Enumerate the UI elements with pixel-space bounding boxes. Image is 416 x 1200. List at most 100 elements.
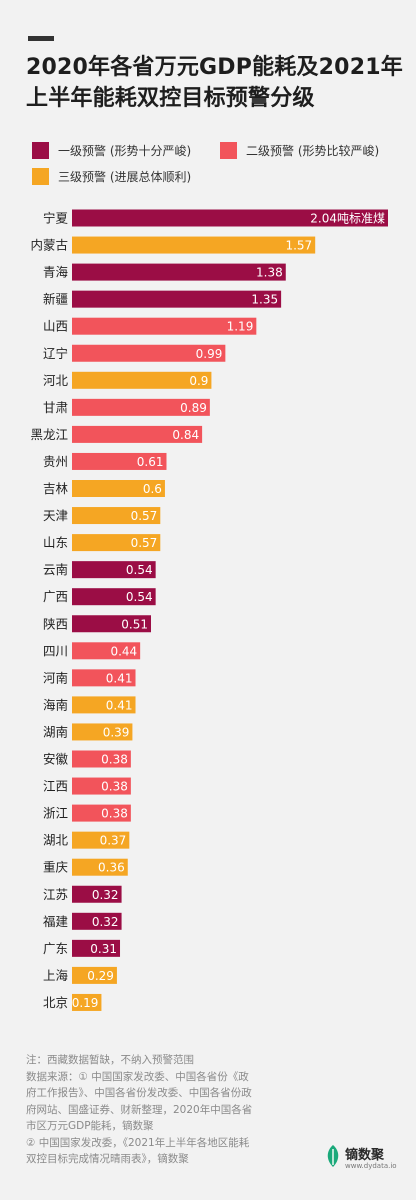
category-label: 上海 <box>43 968 69 983</box>
title-accent-bar <box>28 36 54 41</box>
legend-item-level-2: 二级预警 (形势比较严峻) <box>220 142 379 159</box>
category-label: 云南 <box>43 562 68 577</box>
legend: 一级预警 (形势十分严峻) 二级预警 (形势比较严峻) 三级预警 (进展总体顺利… <box>32 142 402 192</box>
category-label: 福建 <box>43 914 69 929</box>
value-label: 1.19 <box>227 320 254 334</box>
note-line: 市区万元GDP能耗，镝数聚 <box>26 1120 154 1132</box>
bar <box>72 804 131 822</box>
category-label: 重庆 <box>43 860 69 875</box>
legend-swatch-level-3 <box>32 168 49 185</box>
brand-leaf-icon <box>327 1145 339 1167</box>
category-label: 贵州 <box>43 454 68 469</box>
bar <box>72 912 122 930</box>
bar <box>72 452 167 470</box>
bar <box>72 371 212 389</box>
category-label: 甘肃 <box>43 400 68 415</box>
value-label: 0.54 <box>126 563 153 577</box>
value-label: 0.31 <box>90 942 117 956</box>
category-label: 江西 <box>43 779 68 794</box>
category-label: 河南 <box>43 670 68 685</box>
bar <box>72 993 102 1011</box>
bar <box>72 615 151 633</box>
legend-label-level-2: 二级预警 (形势比较严峻) <box>246 144 380 158</box>
legend-swatch-level-1 <box>32 142 49 159</box>
bar <box>72 858 128 876</box>
value-label: 0.54 <box>126 590 153 604</box>
legend-label-level-3: 三级预警 (进展总体顺利) <box>58 170 192 184</box>
category-label: 内蒙古 <box>30 238 68 253</box>
value-label: 0.39 <box>103 725 130 739</box>
brand-name: 镝数聚 <box>345 1148 385 1163</box>
legend-item-level-1: 一级预警 (形势十分严峻) <box>32 142 191 159</box>
bar <box>72 750 131 768</box>
category-label: 辽宁 <box>43 346 68 361</box>
value-label: 1.57 <box>285 239 312 253</box>
bar <box>72 669 136 687</box>
value-label: 0.61 <box>137 455 164 469</box>
category-label: 黑龙江 <box>30 427 68 442</box>
bar <box>72 696 136 714</box>
bar <box>72 939 121 957</box>
category-label: 陕西 <box>43 616 68 631</box>
category-label: 吉林 <box>43 481 69 496</box>
value-label: 0.19 <box>72 996 99 1010</box>
category-label: 广东 <box>43 941 68 956</box>
bar <box>72 534 161 552</box>
value-label: 0.38 <box>101 807 128 821</box>
bar <box>72 425 203 443</box>
value-label: 0.57 <box>131 509 158 523</box>
bar <box>72 885 122 903</box>
chart-title: 2020年各省万元GDP能耗及2021年上半年能耗双控目标预警分级 <box>26 55 403 111</box>
bar <box>72 344 226 362</box>
value-label: 0.89 <box>180 401 207 415</box>
note-line: 数据来源：① 中国国家发改委、中国各省份《政 <box>26 1070 249 1083</box>
brand-url: www.dydata.io <box>345 1162 397 1170</box>
bar <box>72 966 117 984</box>
category-label: 北京 <box>43 995 68 1010</box>
bar <box>72 236 316 254</box>
bar <box>72 209 388 227</box>
legend-item-level-3: 三级预警 (进展总体顺利) <box>32 168 191 185</box>
category-label: 海南 <box>43 697 68 712</box>
category-label: 湖北 <box>43 833 69 848</box>
category-label: 安徽 <box>43 752 69 767</box>
value-label: 0.99 <box>196 347 223 361</box>
value-label: 2.04吨标准煤 <box>310 212 385 226</box>
value-label: 0.51 <box>121 617 148 631</box>
value-label: 1.35 <box>251 293 278 307</box>
value-label: 1.38 <box>256 266 283 280</box>
category-label: 山东 <box>43 535 68 550</box>
value-label: 0.38 <box>101 780 128 794</box>
note-line: 府工作报告》、中国各省份发改委、中国各省份政 <box>26 1087 252 1099</box>
legend-label-level-1: 一级预警 (形势十分严峻) <box>58 144 192 158</box>
category-label: 新疆 <box>43 292 68 307</box>
bar <box>72 317 257 335</box>
category-label: 天津 <box>43 508 68 523</box>
value-label: 0.41 <box>106 671 133 685</box>
category-label: 四川 <box>43 643 68 658</box>
value-label: 0.32 <box>92 888 119 902</box>
value-label: 0.37 <box>100 834 127 848</box>
category-label: 河北 <box>43 373 69 388</box>
source-notes: 注：西藏数据暂缺，不纳入预警范围 数据来源：① 中国国家发改委、中国各省份《政 … <box>26 1052 316 1168</box>
note-line: 双控目标完成情况晴雨表》，镝数聚 <box>26 1153 189 1165</box>
bar <box>72 507 161 525</box>
value-label: 0.32 <box>92 915 119 929</box>
category-label: 青海 <box>43 265 69 280</box>
value-label: 0.36 <box>98 861 125 875</box>
value-label: 0.57 <box>131 536 158 550</box>
category-label: 广西 <box>43 589 68 604</box>
category-label: 浙江 <box>43 806 68 821</box>
bar <box>72 561 156 579</box>
bar <box>72 290 282 308</box>
value-label: 0.84 <box>172 428 199 442</box>
bar <box>72 263 286 281</box>
note-line: ② 中国国家发改委，《2021年上半年各地区能耗 <box>26 1136 250 1149</box>
bar <box>72 588 156 606</box>
value-label: 0.29 <box>87 969 114 983</box>
bar <box>72 831 130 849</box>
category-label: 宁夏 <box>43 211 69 226</box>
bar <box>72 480 165 497</box>
value-label: 0.38 <box>101 753 128 767</box>
